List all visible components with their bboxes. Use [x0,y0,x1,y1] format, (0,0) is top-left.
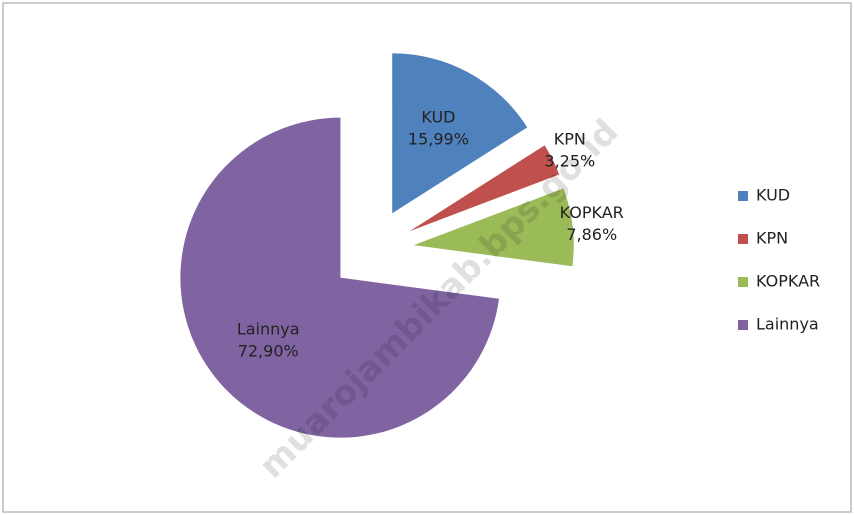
slice-value-label: 15,99% [408,130,469,149]
legend-swatch [738,320,748,330]
slice-label: KOPKAR [560,203,624,222]
slice-label: Lainnya [237,319,300,338]
pie-slice [413,188,574,267]
legend-label: KOPKAR [756,272,820,291]
slice-label: KPN [554,130,586,149]
pie-slice [392,53,528,214]
pie-slice [180,117,500,438]
legend-label: KUD [756,186,790,205]
legend-swatch [738,191,748,201]
slice-label: KUD [421,108,455,127]
slice-value-label: 7,86% [566,225,617,244]
legend-swatch [738,277,748,287]
legend-label: KPN [756,229,788,248]
legend-label: Lainnya [756,315,819,334]
pie: KUD 15,99% KPN 3,25% KOPKAR 7,86% Lainnya 72,90… [180,53,624,438]
legend: KUD KPN KOPKAR Lainnya [738,186,820,334]
pie-slice [409,145,560,232]
legend-swatch [738,234,748,244]
slice-value-label: 3,25% [544,152,595,171]
slice-value-label: 72,90% [238,341,299,360]
